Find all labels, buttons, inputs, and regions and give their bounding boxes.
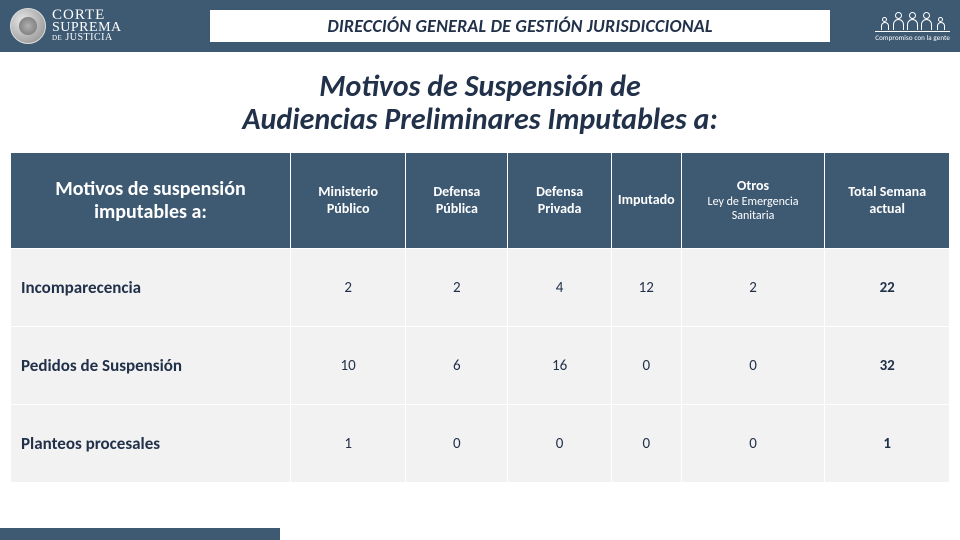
- row-label: Planteos procesales: [11, 405, 291, 483]
- cell: 10: [291, 327, 406, 405]
- header-title-container: DIRECCIÓN GENERAL DE GESTIÓN JURISDICCIO…: [210, 10, 830, 42]
- cell: 0: [508, 405, 612, 483]
- tagline: Compromiso con la gente: [875, 31, 950, 42]
- col-defensa-privada: Defensa Privada: [508, 153, 612, 249]
- col-defensa-publica: Defensa Pública: [406, 153, 508, 249]
- cell-total: 1: [825, 405, 950, 483]
- cell: 6: [406, 327, 508, 405]
- cell: 2: [681, 249, 825, 327]
- seal-icon: [10, 8, 46, 44]
- row-label: Incomparecencia: [11, 249, 291, 327]
- col-otros: OtrosLey de Emergencia Sanitaria: [681, 153, 825, 249]
- table-row: Pedidos de Suspensión 10 6 16 0 0 32: [11, 327, 950, 405]
- page-title-line1: Motivos de Suspensión de: [319, 68, 641, 105]
- footer-accent-bar: [0, 528, 280, 540]
- org-name: CORTE SUPREMA DE JUSTICIA: [52, 9, 122, 42]
- header-bar: CORTE SUPREMA DE JUSTICIA DIRECCIÓN GENE…: [0, 0, 960, 52]
- cell: 0: [406, 405, 508, 483]
- cell: 2: [406, 249, 508, 327]
- page-title: Motivos de Suspensión de Audiencias Prel…: [0, 70, 960, 136]
- cell: 1: [291, 405, 406, 483]
- page-title-line2: Audiencias Preliminares Imputables a:: [242, 101, 717, 138]
- table-header-row: Motivos de suspensión imputables a: Mini…: [11, 153, 950, 249]
- cell: 0: [611, 327, 681, 405]
- cell-total: 22: [825, 249, 950, 327]
- org-logo-left: CORTE SUPREMA DE JUSTICIA: [0, 8, 122, 44]
- org-logo-right: Compromiso con la gente: [875, 6, 950, 42]
- cell-total: 32: [825, 327, 950, 405]
- cell: 4: [508, 249, 612, 327]
- cell: 0: [611, 405, 681, 483]
- cell: 0: [681, 405, 825, 483]
- suspension-table: Motivos de suspensión imputables a: Mini…: [10, 152, 950, 483]
- row-label: Pedidos de Suspensión: [11, 327, 291, 405]
- cell: 16: [508, 327, 612, 405]
- header-title: DIRECCIÓN GENERAL DE GESTIÓN JURISDICCIO…: [327, 15, 712, 37]
- org-line3: DE JUSTICIA: [52, 34, 122, 43]
- cell: 2: [291, 249, 406, 327]
- cell: 12: [611, 249, 681, 327]
- table-row: Planteos procesales 1 0 0 0 0 1: [11, 405, 950, 483]
- table-row: Incomparecencia 2 2 4 12 2 22: [11, 249, 950, 327]
- col-total: Total Semana actual: [825, 153, 950, 249]
- people-icon: [875, 6, 950, 30]
- col-rowheader: Motivos de suspensión imputables a:: [11, 153, 291, 249]
- col-ministerio: Ministerio Público: [291, 153, 406, 249]
- cell: 0: [681, 327, 825, 405]
- col-imputado: Imputado: [611, 153, 681, 249]
